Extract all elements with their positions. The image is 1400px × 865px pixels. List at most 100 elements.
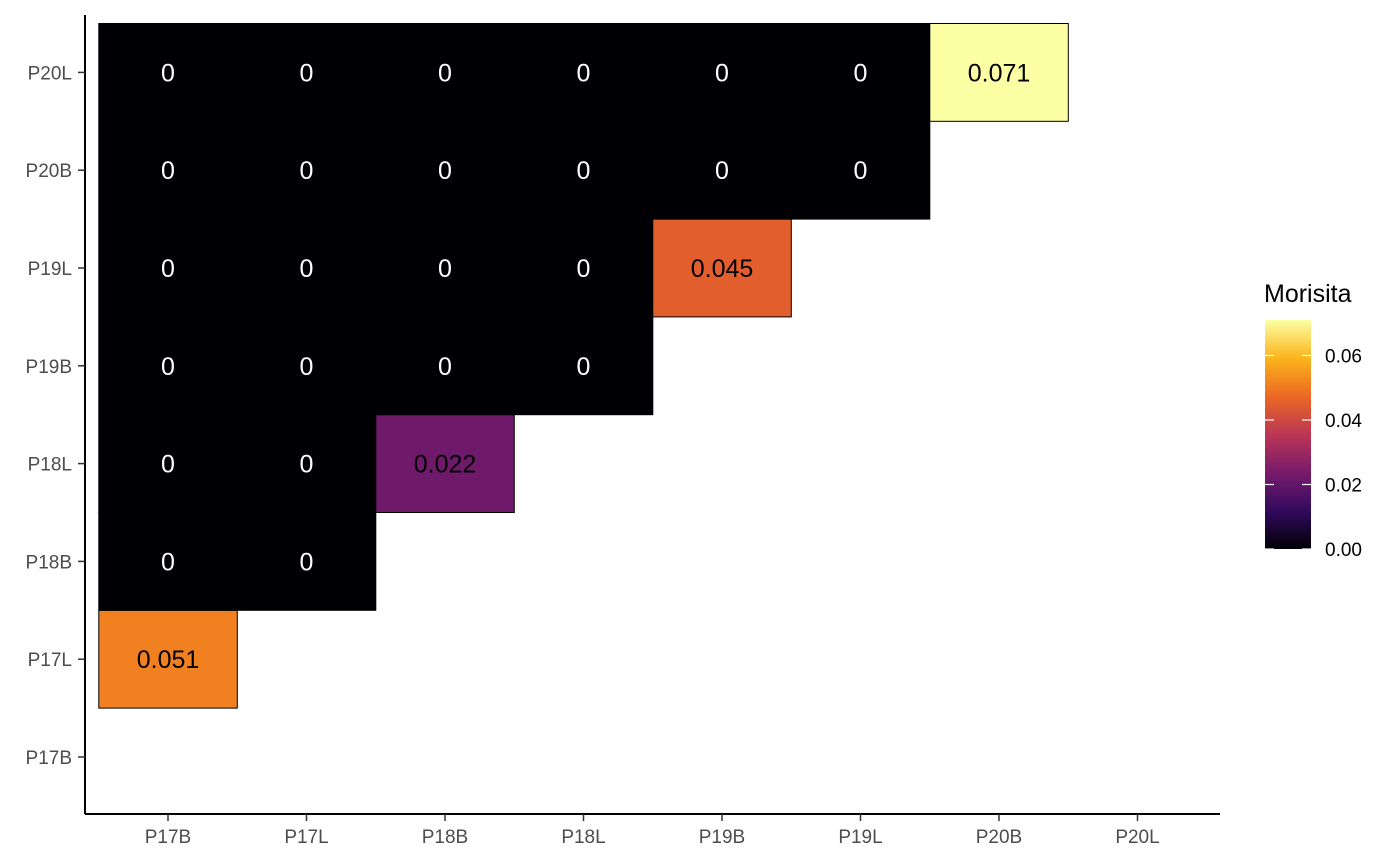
y-tick-label: P17L	[28, 650, 72, 671]
heatmap-cell-rect	[98, 316, 238, 416]
heatmap-cell: 0	[236, 414, 377, 514]
heatmap-cell: 0	[513, 316, 654, 416]
heatmap-cell-rect	[236, 316, 377, 416]
heatmap-cell: 0	[652, 23, 792, 122]
heatmap-cell-label: 0.071	[968, 59, 1031, 87]
heatmap-cell-rect	[375, 218, 515, 318]
heatmap-cell-label: 0	[577, 255, 591, 283]
heatmap-cell-label: 0.045	[691, 255, 754, 283]
x-tick-label: P18L	[561, 827, 605, 848]
heatmap-cell-rect	[513, 120, 654, 220]
heatmap-cell-label: 0	[161, 548, 175, 576]
heatmap-cell: 0	[98, 316, 238, 416]
heatmap-cell-rect	[236, 512, 377, 611]
legend-tick-label: 0.06	[1325, 346, 1362, 367]
heatmap-cell-label: 0	[438, 59, 452, 87]
legend-tick-label: 0.02	[1325, 475, 1362, 496]
y-tick-label: P19L	[28, 259, 72, 280]
heatmap-cell-label: 0	[300, 59, 314, 87]
heatmap-cell: 0	[652, 120, 792, 220]
y-tick-label: P17B	[26, 748, 72, 769]
heatmap-cell: 0	[375, 23, 515, 122]
heatmap-cell: 0	[98, 218, 238, 318]
y-tick-label: P20B	[26, 161, 72, 182]
x-tick-label: P19L	[838, 827, 882, 848]
heatmap-cell: 0	[513, 120, 654, 220]
heatmap-cell: 0	[236, 23, 377, 122]
heatmap-cell: 0	[375, 120, 515, 220]
heatmap-cell: 0	[98, 120, 238, 220]
heatmap-cell-label: 0	[715, 157, 729, 185]
heatmap-cell: 0	[236, 218, 377, 318]
heatmap-cell-rect	[236, 414, 377, 514]
heatmap-cell-rect	[929, 23, 1069, 122]
x-tick-label: P17B	[145, 827, 191, 848]
heatmap-cell-rect	[98, 120, 238, 220]
x-tick-label: P19B	[699, 827, 745, 848]
heatmap-cell-rect	[790, 120, 931, 220]
heatmap-cell-label: 0	[300, 353, 314, 381]
x-tick-label: P20B	[976, 827, 1022, 848]
heatmap-cell: 0	[98, 23, 238, 122]
heatmap-cell-rect	[375, 316, 515, 416]
heatmap-cell-rect	[236, 120, 377, 220]
heatmap-cell-rect	[98, 609, 238, 709]
heatmap-cell: 0	[236, 316, 377, 416]
heatmap-cell: 0	[513, 218, 654, 318]
heatmap-cell-rect	[513, 316, 654, 416]
heatmap-cell: 0	[236, 512, 377, 611]
legend-colorbar	[1265, 320, 1311, 549]
heatmap-cell-rect	[236, 23, 377, 122]
heatmap-cell-label: 0	[161, 451, 175, 479]
y-tick-label: P18L	[28, 455, 72, 476]
heatmap-cell-label: 0	[161, 157, 175, 185]
heatmap-cell-label: 0	[300, 548, 314, 576]
heatmap-cell: 0	[513, 23, 654, 122]
heatmap-cell: 0	[790, 23, 931, 122]
heatmap-cell: 0.045	[652, 218, 792, 318]
heatmap-cell-label: 0	[438, 353, 452, 381]
heatmap-cell-label: 0	[438, 157, 452, 185]
x-tick-label: P20L	[1115, 827, 1159, 848]
x-tick-label: P17L	[284, 827, 328, 848]
heatmap-cell-rect	[513, 218, 654, 318]
heatmap-cell: 0.022	[375, 414, 515, 514]
heatmap-cell: 0	[375, 218, 515, 318]
legend-title: Morisita	[1264, 280, 1352, 308]
heatmap-cell: 0.051	[98, 609, 238, 709]
legend: Morisita 0.00 0.02 0.04 0.06	[1264, 280, 1362, 561]
heatmap-cell-label: 0	[438, 255, 452, 283]
heatmap-cell-rect	[652, 218, 792, 318]
legend-tick-label: 0.04	[1325, 411, 1362, 432]
heatmap-cell-label: 0	[161, 59, 175, 87]
heatmap-cell-label: 0	[300, 255, 314, 283]
heatmap-cell-label: 0	[161, 255, 175, 283]
y-tick-label: P18B	[26, 552, 72, 573]
heatmap-cell-rect	[375, 120, 515, 220]
heatmap-cell-rect	[652, 23, 792, 122]
heatmap-cell-label: 0	[854, 59, 868, 87]
heatmap-cell-rect	[98, 23, 238, 122]
heatmap-cell-label: 0	[300, 451, 314, 479]
axes: P17B P17L P18B P18L P19B P19L P20B P20L P17B P17L…	[26, 15, 1220, 848]
heatmap-cell-label: 0.051	[137, 646, 200, 674]
heatmap-cells: 0.051 0 0 0 0 0 0 0 0 0 0 0 0 0.022 0 0 0 0 0 0 0 0 0.045 0 0 0 0 0…	[98, 23, 1069, 709]
heatmap-cell-label: 0	[577, 59, 591, 87]
heatmap-cell-label: 0	[161, 353, 175, 381]
heatmap-cell-rect	[375, 23, 515, 122]
heatmap-cell-rect	[98, 218, 238, 318]
legend-tick-label: 0.00	[1325, 540, 1362, 561]
heatmap-cell: 0	[375, 316, 515, 416]
y-tick-label: P20L	[28, 63, 72, 84]
heatmap-cell-label: 0	[715, 59, 729, 87]
heatmap-cell-label: 0	[854, 157, 868, 185]
heatmap-cell-label: 0	[577, 157, 591, 185]
heatmap-cell: 0	[98, 414, 238, 514]
y-tick-label: P19B	[26, 357, 72, 378]
heatmap-cell-label: 0.022	[414, 451, 477, 479]
heatmap-cell: 0	[98, 512, 238, 611]
heatmap-cell-label: 0	[300, 157, 314, 185]
heatmap-cell-rect	[98, 512, 238, 611]
heatmap-cell: 0	[236, 120, 377, 220]
